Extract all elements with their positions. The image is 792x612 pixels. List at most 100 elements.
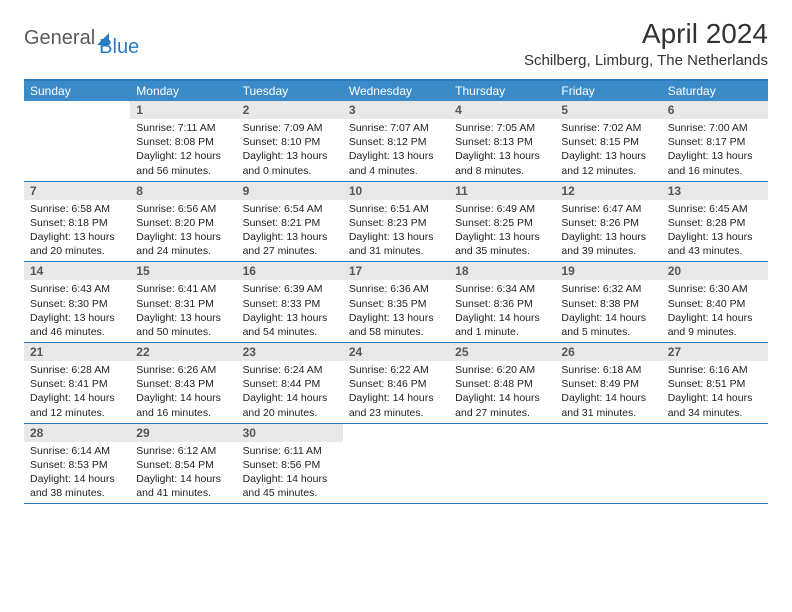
daylight-text: Daylight: 14 hours and 5 minutes. bbox=[561, 311, 655, 339]
day-body: Sunrise: 6:49 AMSunset: 8:25 PMDaylight:… bbox=[449, 200, 555, 259]
day-body: Sunrise: 6:58 AMSunset: 8:18 PMDaylight:… bbox=[24, 200, 130, 259]
sunrise-text: Sunrise: 6:32 AM bbox=[561, 282, 655, 296]
sunset-text: Sunset: 8:13 PM bbox=[455, 135, 549, 149]
day-body: Sunrise: 7:05 AMSunset: 8:13 PMDaylight:… bbox=[449, 119, 555, 178]
sunset-text: Sunset: 8:25 PM bbox=[455, 216, 549, 230]
day-cell bbox=[449, 424, 555, 504]
day-cell: 19 Sunrise: 6:32 AMSunset: 8:38 PMDayligh… bbox=[555, 262, 661, 342]
day-body: Sunrise: 6:12 AMSunset: 8:54 PMDaylight:… bbox=[130, 442, 236, 501]
day-cell: 10Sunrise: 6:51 AMSunset: 8:23 PMDayligh… bbox=[343, 182, 449, 262]
day-number: 28 bbox=[24, 424, 130, 442]
sunrise-text: Sunrise: 6:56 AM bbox=[136, 202, 230, 216]
day-cell bbox=[555, 424, 661, 504]
sunset-text: Sunset: 8:26 PM bbox=[561, 216, 655, 230]
day-body: Sunrise: 6:26 AMSunset: 8:43 PMDaylight:… bbox=[130, 361, 236, 420]
day-cell: 1Sunrise: 7:11 AMSunset: 8:08 PMDaylight… bbox=[130, 101, 236, 181]
daylight-text: Daylight: 13 hours and 16 minutes. bbox=[668, 149, 762, 177]
sunset-text: Sunset: 8:54 PM bbox=[136, 458, 230, 472]
day-body: Sunrise: 7:00 AMSunset: 8:17 PMDaylight:… bbox=[662, 119, 768, 178]
sunset-text: Sunset: 8:08 PM bbox=[136, 135, 230, 149]
day-number: 16 bbox=[237, 262, 343, 280]
daylight-text: Daylight: 13 hours and 27 minutes. bbox=[243, 230, 337, 258]
week-row: 14Sunrise: 6:43 AMSunset: 8:30 PMDayligh… bbox=[24, 262, 768, 343]
sunrise-text: Sunrise: 6:43 AM bbox=[30, 282, 124, 296]
sunset-text: Sunset: 8:18 PM bbox=[30, 216, 124, 230]
daylight-text: Daylight: 14 hours and 27 minutes. bbox=[455, 391, 549, 419]
day-number: 7 bbox=[24, 182, 130, 200]
weekday-cell: Wednesday bbox=[343, 81, 449, 101]
day-cell: 29Sunrise: 6:12 AMSunset: 8:54 PMDayligh… bbox=[130, 424, 236, 504]
day-number: 15 bbox=[130, 262, 236, 280]
day-cell bbox=[662, 424, 768, 504]
day-number: 29 bbox=[130, 424, 236, 442]
day-cell: 25Sunrise: 6:20 AMSunset: 8:48 PMDayligh… bbox=[449, 343, 555, 423]
sunset-text: Sunset: 8:33 PM bbox=[243, 297, 337, 311]
daylight-text: Daylight: 13 hours and 24 minutes. bbox=[136, 230, 230, 258]
day-cell: 6Sunrise: 7:00 AMSunset: 8:17 PMDaylight… bbox=[662, 101, 768, 181]
day-cell: 4Sunrise: 7:05 AMSunset: 8:13 PMDaylight… bbox=[449, 101, 555, 181]
day-body: Sunrise: 7:11 AMSunset: 8:08 PMDaylight:… bbox=[130, 119, 236, 178]
day-cell: 13Sunrise: 6:45 AMSunset: 8:28 PMDayligh… bbox=[662, 182, 768, 262]
day-body: Sunrise: 6:30 AMSunset: 8:40 PMDaylight:… bbox=[662, 280, 768, 339]
header: General Blue April 2024 Schilberg, Limbu… bbox=[0, 0, 792, 75]
day-number bbox=[662, 424, 768, 428]
calendar: SundayMondayTuesdayWednesdayThursdayFrid… bbox=[24, 79, 768, 504]
sunrise-text: Sunrise: 7:02 AM bbox=[561, 121, 655, 135]
week-row: 7Sunrise: 6:58 AMSunset: 8:18 PMDaylight… bbox=[24, 182, 768, 263]
day-body: Sunrise: 6:18 AMSunset: 8:49 PMDaylight:… bbox=[555, 361, 661, 420]
day-number: 14 bbox=[24, 262, 130, 280]
sunset-text: Sunset: 8:44 PM bbox=[243, 377, 337, 391]
sunset-text: Sunset: 8:35 PM bbox=[349, 297, 443, 311]
day-cell: 27Sunrise: 6:16 AMSunset: 8:51 PMDayligh… bbox=[662, 343, 768, 423]
week-row: 1Sunrise: 7:11 AMSunset: 8:08 PMDaylight… bbox=[24, 101, 768, 182]
sunrise-text: Sunrise: 6:18 AM bbox=[561, 363, 655, 377]
daylight-text: Daylight: 13 hours and 54 minutes. bbox=[243, 311, 337, 339]
day-body: Sunrise: 6:36 AMSunset: 8:35 PMDaylight:… bbox=[343, 280, 449, 339]
sunset-text: Sunset: 8:49 PM bbox=[561, 377, 655, 391]
day-number: 19 bbox=[555, 262, 661, 280]
sunset-text: Sunset: 8:17 PM bbox=[668, 135, 762, 149]
daylight-text: Daylight: 14 hours and 38 minutes. bbox=[30, 472, 124, 500]
daylight-text: Daylight: 13 hours and 50 minutes. bbox=[136, 311, 230, 339]
sunrise-text: Sunrise: 7:00 AM bbox=[668, 121, 762, 135]
weekday-cell: Saturday bbox=[662, 81, 768, 101]
day-body: Sunrise: 6:14 AMSunset: 8:53 PMDaylight:… bbox=[24, 442, 130, 501]
day-body: Sunrise: 7:07 AMSunset: 8:12 PMDaylight:… bbox=[343, 119, 449, 178]
day-number: 18 bbox=[449, 262, 555, 280]
sunrise-text: Sunrise: 6:36 AM bbox=[349, 282, 443, 296]
day-number: 11 bbox=[449, 182, 555, 200]
day-number: 21 bbox=[24, 343, 130, 361]
sunrise-text: Sunrise: 6:28 AM bbox=[30, 363, 124, 377]
daylight-text: Daylight: 13 hours and 46 minutes. bbox=[30, 311, 124, 339]
daylight-text: Daylight: 13 hours and 4 minutes. bbox=[349, 149, 443, 177]
sunset-text: Sunset: 8:30 PM bbox=[30, 297, 124, 311]
day-number: 22 bbox=[130, 343, 236, 361]
sunset-text: Sunset: 8:38 PM bbox=[561, 297, 655, 311]
week-row: 28Sunrise: 6:14 AMSunset: 8:53 PMDayligh… bbox=[24, 424, 768, 505]
sunrise-text: Sunrise: 6:39 AM bbox=[243, 282, 337, 296]
sunrise-text: Sunrise: 6:12 AM bbox=[136, 444, 230, 458]
sunrise-text: Sunrise: 6:24 AM bbox=[243, 363, 337, 377]
daylight-text: Daylight: 14 hours and 31 minutes. bbox=[561, 391, 655, 419]
day-number: 13 bbox=[662, 182, 768, 200]
sunset-text: Sunset: 8:56 PM bbox=[243, 458, 337, 472]
sunrise-text: Sunrise: 7:05 AM bbox=[455, 121, 549, 135]
daylight-text: Daylight: 13 hours and 31 minutes. bbox=[349, 230, 443, 258]
weekday-cell: Tuesday bbox=[237, 81, 343, 101]
sunset-text: Sunset: 8:31 PM bbox=[136, 297, 230, 311]
sunrise-text: Sunrise: 6:26 AM bbox=[136, 363, 230, 377]
sunrise-text: Sunrise: 6:45 AM bbox=[668, 202, 762, 216]
header-right: April 2024 Schilberg, Limburg, The Nethe… bbox=[524, 18, 768, 69]
sunset-text: Sunset: 8:21 PM bbox=[243, 216, 337, 230]
sunrise-text: Sunrise: 6:51 AM bbox=[349, 202, 443, 216]
day-cell: 8Sunrise: 6:56 AMSunset: 8:20 PMDaylight… bbox=[130, 182, 236, 262]
sunset-text: Sunset: 8:28 PM bbox=[668, 216, 762, 230]
day-number: 4 bbox=[449, 101, 555, 119]
day-body: Sunrise: 7:02 AMSunset: 8:15 PMDaylight:… bbox=[555, 119, 661, 178]
sunrise-text: Sunrise: 6:30 AM bbox=[668, 282, 762, 296]
day-body: Sunrise: 6:24 AMSunset: 8:44 PMDaylight:… bbox=[237, 361, 343, 420]
day-number bbox=[555, 424, 661, 428]
day-cell: 18Sunrise: 6:34 AMSunset: 8:36 PMDayligh… bbox=[449, 262, 555, 342]
day-number: 6 bbox=[662, 101, 768, 119]
day-number: 26 bbox=[555, 343, 661, 361]
